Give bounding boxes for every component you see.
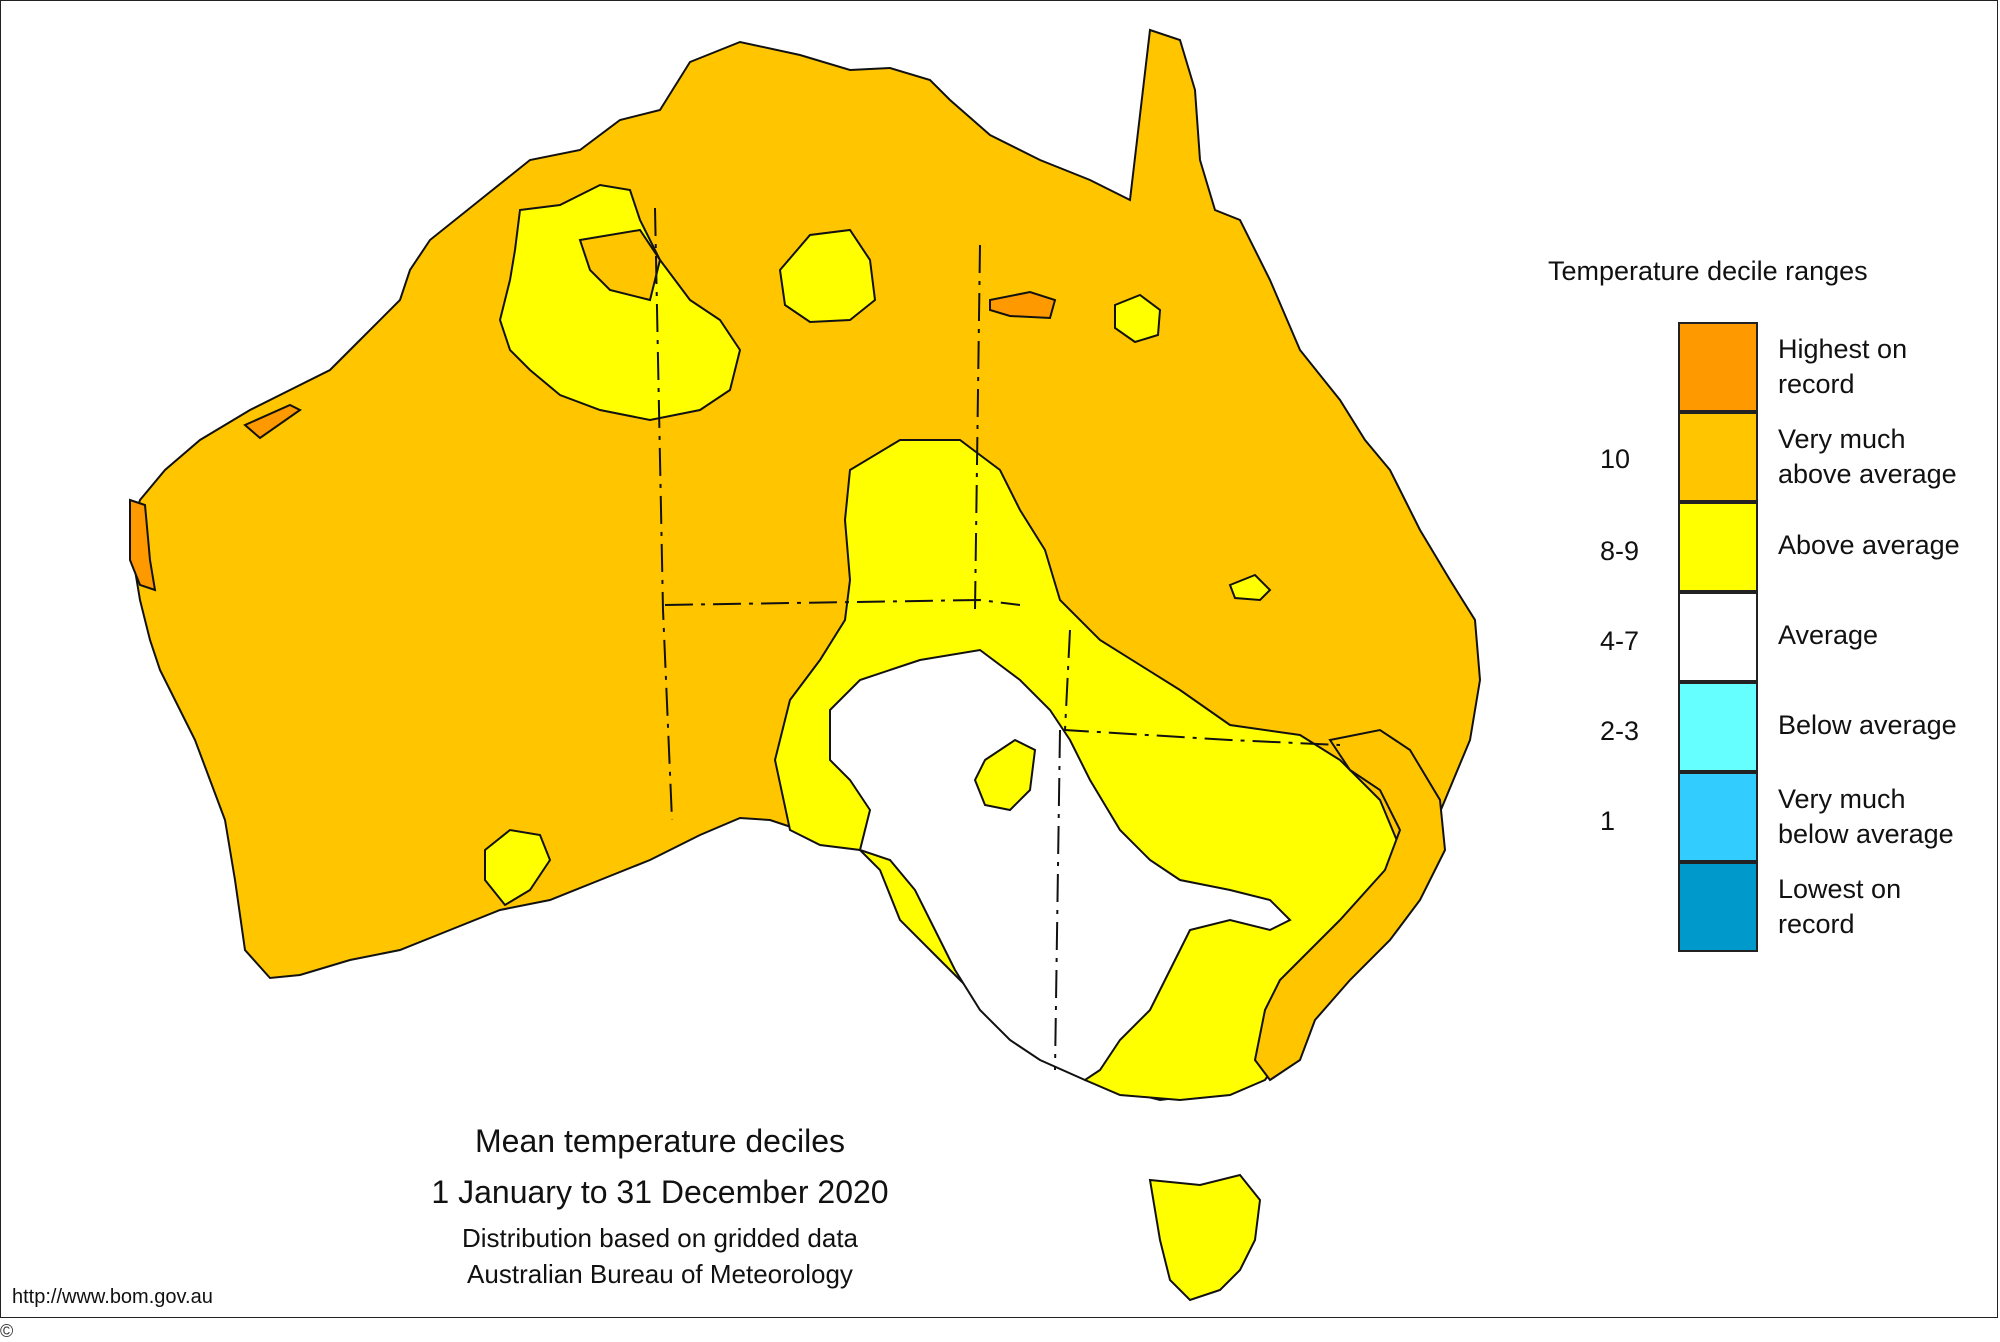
legend-item-very-much-below: Very much below average: [1678, 772, 2000, 862]
legend-label: Above average: [1778, 530, 1960, 560]
decile-label-2-3: 2-3: [1600, 716, 1640, 746]
central-south-above-average: [773, 439, 1407, 1102]
copyright-strip: ©: [0, 1321, 14, 1341]
wa-coast-highest-on-record-2: [243, 403, 302, 440]
legend-label: Average: [1778, 620, 1879, 650]
decile-label-8-9: 8-9: [1600, 536, 1640, 566]
map-title: Mean temperature deciles: [475, 1123, 845, 1159]
legend-title: Temperature decile ranges: [1548, 256, 1868, 286]
qld-small-above-average: [1114, 293, 1162, 344]
wa-coast-highest-on-record: [129, 498, 157, 592]
legend-item-highest-on-record: Highest on record: [1678, 322, 2000, 412]
decile-label-1: 1: [1600, 806, 1616, 836]
decile-label-10: 10: [1600, 444, 1631, 474]
sa-above-average-island: [973, 738, 1037, 812]
map-period: 1 January to 31 December 2020: [431, 1174, 889, 1210]
legend-swatch-average: [1678, 592, 1758, 682]
legend-swatch-very-much-below: [1678, 772, 1758, 862]
legend-item-lowest-on-record: Lowest on record: [1678, 862, 2000, 952]
legend-label: Very much above average: [1778, 424, 1957, 489]
legend-swatch-lowest: [1678, 862, 1758, 952]
legend-item-above-average: Above average: [1678, 502, 2000, 592]
decile-label-4-7: 4-7: [1600, 626, 1640, 656]
kimberley-above-average: [498, 183, 742, 422]
map-note-gridded: Distribution based on gridded data: [461, 1223, 859, 1253]
legend-label: Very much below average: [1778, 784, 1954, 849]
legend-item-very-much-above: Very much above average: [1678, 412, 2000, 502]
south-east-average: [829, 648, 1292, 1082]
kimberley-inner-island: [578, 228, 662, 302]
source-url-link[interactable]: http://www.bom.gov.au: [12, 1286, 213, 1308]
state-borders: [654, 207, 1341, 1071]
tasmania-above-average: [1148, 1173, 1262, 1302]
legend-label: Lowest on record: [1778, 874, 1902, 939]
legend-swatch-very-much-above: [1678, 412, 1758, 502]
top-end-above-average: [778, 228, 877, 324]
legend-label: Highest on record: [1778, 334, 1908, 399]
se-coast-very-much-above: [1253, 728, 1447, 1082]
legend-swatch-above: [1678, 502, 1758, 592]
wa-south-above-average: [484, 828, 552, 907]
gulf-highest-on-record: [989, 290, 1057, 320]
map-note-bom: Australian Bureau of Meteorology: [467, 1259, 853, 1289]
legend-swatch-below: [1678, 682, 1758, 772]
legend-label: Below average: [1778, 710, 1957, 740]
map-caption: Mean temperature deciles 1 January to 31…: [320, 1118, 1000, 1292]
legend-item-average: Average: [1678, 592, 2000, 682]
legend-swatch-highest: [1678, 322, 1758, 412]
qld-small-above-average-2: [1228, 573, 1272, 602]
legend-item-below-average: Below average: [1678, 682, 2000, 772]
